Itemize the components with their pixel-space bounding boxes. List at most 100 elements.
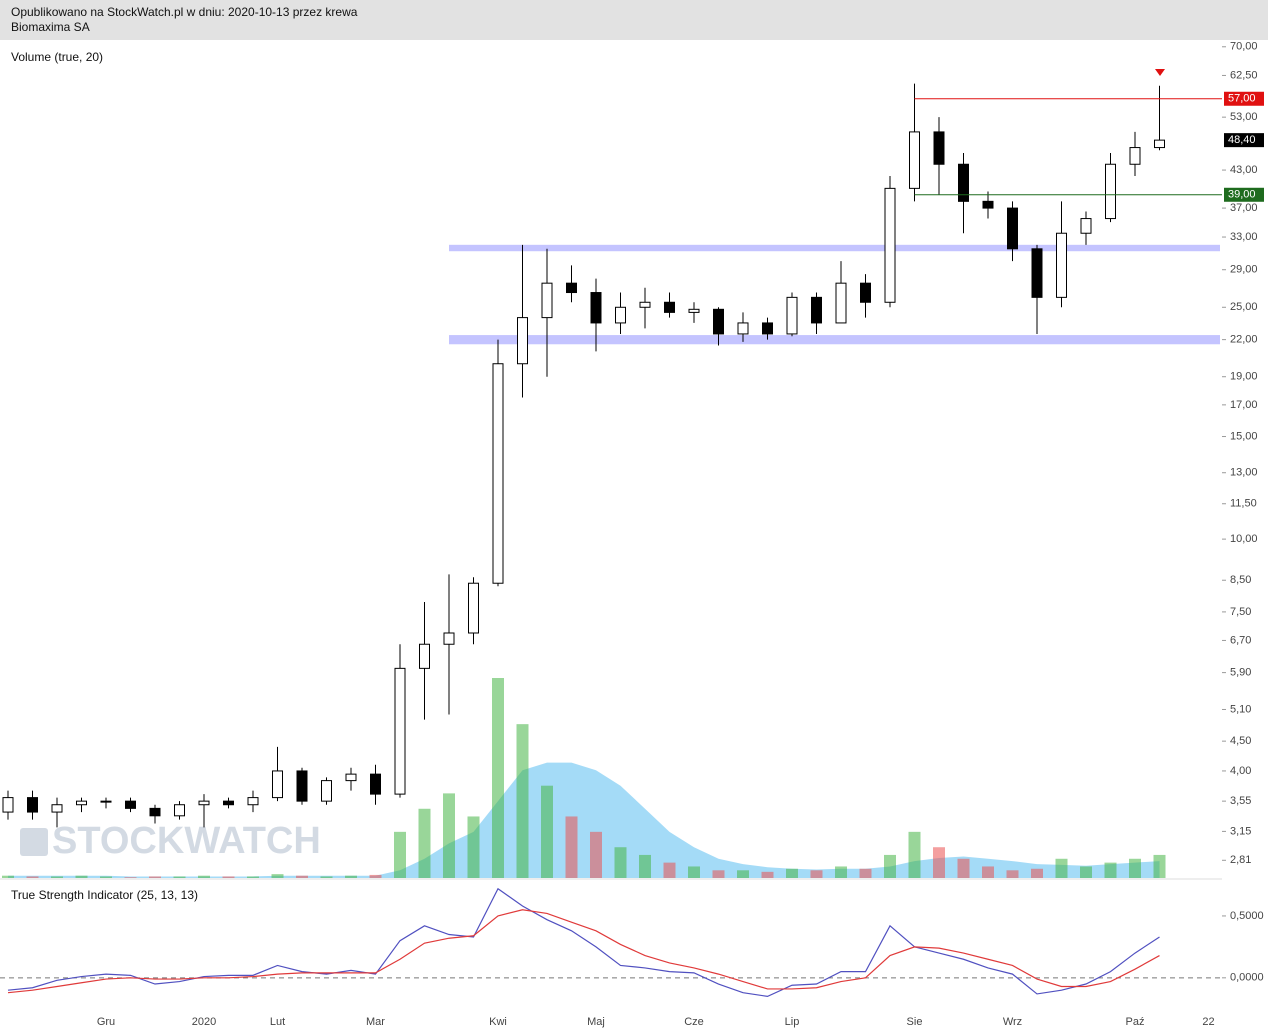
y-tick-label: 6,70 <box>1230 634 1251 646</box>
candle-body <box>394 667 406 795</box>
logo-icon <box>20 828 48 856</box>
y-tick-label: 3,55 <box>1230 795 1251 807</box>
y-tick-label: 19,00 <box>1230 371 1258 383</box>
volume-bar <box>271 874 284 878</box>
candle-body <box>321 780 332 802</box>
candle-body <box>615 306 626 324</box>
x-tick-label: 22 <box>1202 1016 1214 1028</box>
candle-body <box>468 582 479 634</box>
y-tick-label: 37,00 <box>1230 202 1258 214</box>
volume-bar <box>1055 858 1068 878</box>
candle-body <box>1056 232 1067 298</box>
candle-body <box>492 363 504 584</box>
volume-bar <box>394 831 406 878</box>
volume-bar <box>1129 858 1141 878</box>
y-tick-label: 25,00 <box>1230 301 1258 313</box>
header-line: Biomaxima SA <box>11 20 90 34</box>
volume-bar <box>688 866 700 878</box>
candle-body <box>51 804 63 813</box>
y-tick-label: 53,00 <box>1230 111 1258 123</box>
candle-body <box>198 800 210 806</box>
y-tick-label: 3,15 <box>1230 825 1251 837</box>
candle-body <box>27 797 38 813</box>
x-tick-label: Kwi <box>489 1016 507 1028</box>
candle-body <box>737 322 749 335</box>
candle-body <box>958 163 969 202</box>
x-tick-label: Paź <box>1126 1016 1145 1028</box>
candle-body <box>419 643 430 669</box>
volume-bar <box>320 876 333 878</box>
x-tick-label: Lip <box>785 1016 800 1028</box>
candle-body <box>884 187 896 303</box>
candle-body <box>2 797 14 813</box>
candle-body <box>1080 218 1092 234</box>
volume-bar <box>516 724 529 878</box>
header-bg <box>0 0 1268 40</box>
candle-body <box>272 770 283 799</box>
volume-bar <box>639 854 651 878</box>
candle-body <box>76 800 87 806</box>
x-tick-label: Lut <box>270 1016 285 1028</box>
candle-body <box>860 282 871 303</box>
volume-bar <box>982 866 994 878</box>
watermark: STOCKWATCH <box>52 820 321 862</box>
volume-bar <box>418 808 431 878</box>
y-tick-label: 15,00 <box>1230 430 1258 442</box>
y-tick-label: 17,00 <box>1230 399 1258 411</box>
volume-bar <box>100 876 112 878</box>
y-tick-label: 5,10 <box>1230 703 1251 715</box>
x-tick-label: Gru <box>97 1016 115 1028</box>
candle-body <box>566 282 577 294</box>
level-label-bg <box>1224 133 1264 148</box>
volume-bar <box>737 870 749 878</box>
candle-body <box>1007 207 1018 250</box>
tsi-line <box>7 909 1160 994</box>
y-tick-label: 0,5000 <box>1230 910 1264 922</box>
volume-bar <box>173 876 186 878</box>
volume-bar <box>908 831 921 878</box>
volume-bar <box>1104 862 1117 878</box>
volume-bar <box>247 876 259 878</box>
candle-body <box>541 282 553 319</box>
level-label: 57,00 <box>1228 93 1256 105</box>
volume-bar <box>712 870 725 878</box>
signal-marker <box>1155 69 1165 76</box>
candle-body <box>1031 248 1043 298</box>
candle-body <box>590 292 602 324</box>
candle-body <box>811 296 822 324</box>
volume-bar <box>810 870 823 878</box>
candle-body <box>247 797 259 806</box>
candle-body <box>639 301 651 308</box>
candle-body <box>296 770 308 802</box>
volume-bar <box>614 847 627 878</box>
y-tick-label: 33,00 <box>1230 231 1258 243</box>
candle-body <box>1154 139 1165 149</box>
header-line: Opublikowano na StockWatch.pl w dniu: 20… <box>11 5 358 19</box>
candle-body <box>149 807 161 817</box>
candle-body <box>786 296 798 335</box>
candle-body <box>933 131 945 165</box>
volume-bar <box>933 847 945 878</box>
pane-label: Volume (true, 20) <box>11 50 103 64</box>
x-tick-label: Sie <box>907 1016 923 1028</box>
volume-bar <box>51 876 63 878</box>
level-label-bg <box>1224 91 1264 106</box>
volume-bar <box>957 858 970 878</box>
x-tick-label: 2020 <box>192 1016 216 1028</box>
x-tick-label: Wrz <box>1003 1016 1022 1028</box>
volume-bar <box>467 816 480 878</box>
candle-body <box>713 308 724 335</box>
candle-body <box>517 317 528 365</box>
volume-bar <box>124 877 137 878</box>
candle-body <box>1129 147 1141 165</box>
volume-bar <box>369 874 382 878</box>
candle-body <box>174 804 185 817</box>
candle-body <box>762 322 773 335</box>
volume-bar <box>541 785 553 878</box>
candle-body <box>125 800 136 809</box>
volume-bar <box>761 871 774 878</box>
y-tick-label: 0,0000 <box>1230 972 1264 984</box>
volume-bar <box>345 875 357 878</box>
y-tick-label: 13,00 <box>1230 467 1258 479</box>
